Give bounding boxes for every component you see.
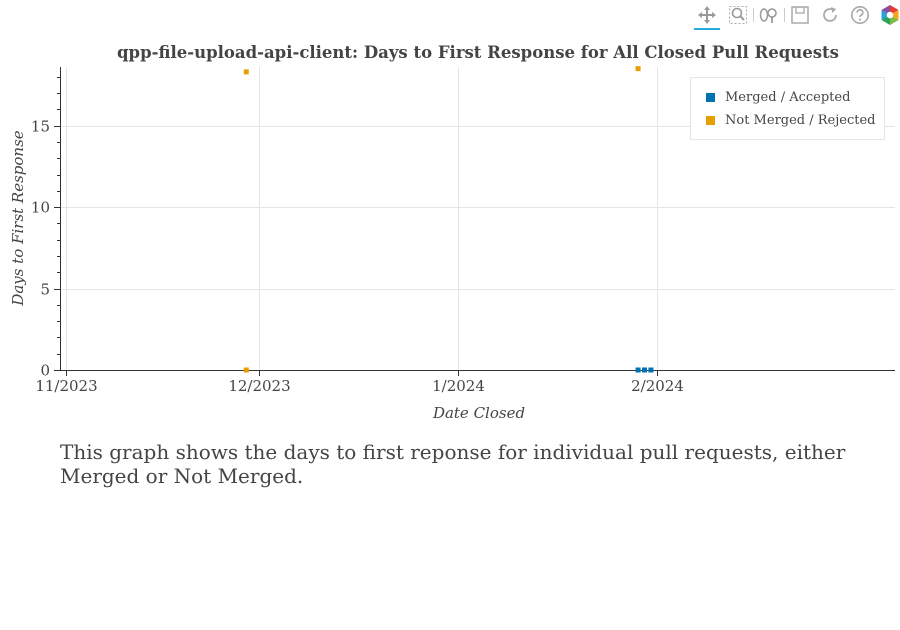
data-points [243, 66, 654, 373]
wheel-zoom-icon [759, 8, 777, 23]
x-axis-label: Date Closed [432, 404, 525, 422]
legend-label-not-merged: Not Merged / Rejected [725, 112, 876, 128]
save-icon [791, 6, 809, 24]
box-zoom-tool-button[interactable] [725, 2, 751, 28]
merged-point [635, 367, 641, 373]
x-tick-label: 11/2023 [35, 377, 97, 395]
y-axis-label: Days to First Response [9, 130, 27, 306]
pan-tool-button[interactable] [694, 2, 720, 30]
legend-item-not-merged[interactable]: Not Merged / Rejected [706, 111, 875, 129]
x-tick-label: 2/2024 [631, 377, 684, 395]
chart-title: qpp-file-upload-api-client: Days to Firs… [117, 43, 839, 62]
y-tick-label: 5 [40, 281, 50, 299]
chart-toolbar [690, 0, 900, 32]
not-merged-point [635, 66, 641, 72]
bokeh-logo-link[interactable] [877, 2, 900, 28]
scatter-chart: 11/2023 12/2023 1/2024 2/2024 0 5 10 15 Date Cl… [9, 66, 895, 422]
legend-item-merged[interactable]: Merged / Accepted [706, 88, 850, 106]
x-tick-label: 1/2024 [432, 377, 485, 395]
x-tick-label: 12/2023 [228, 377, 290, 395]
tick-labels: 11/2023 12/2023 1/2024 2/2024 0 5 10 15 [31, 118, 684, 396]
chart-description: This graph shows the days to first repon… [60, 440, 846, 488]
merged-point [642, 367, 647, 373]
toolbar-separator [753, 8, 754, 22]
wheel-zoom-tool-button[interactable] [756, 2, 782, 28]
reset-tool-button[interactable] [817, 2, 843, 28]
chart-legend: Merged / Accepted Not Merged / Rejected [690, 77, 885, 140]
save-tool-button[interactable] [787, 2, 813, 28]
toolbar-separator [784, 8, 785, 22]
merged-point [648, 367, 654, 373]
pan-icon [698, 6, 716, 24]
help-icon [851, 6, 869, 24]
not-merged-point [243, 367, 249, 373]
reset-icon [823, 7, 837, 22]
y-tick-label: 0 [40, 362, 50, 380]
legend-label-merged: Merged / Accepted [725, 89, 851, 105]
axes [54, 67, 895, 376]
not-merged-point [243, 69, 249, 75]
y-tick-label: 10 [31, 199, 50, 217]
legend-swatch-merged [706, 92, 715, 102]
y-tick-label: 15 [31, 118, 50, 136]
legend-swatch-not-merged [706, 115, 715, 125]
help-tool-button[interactable] [847, 2, 873, 28]
box-zoom-icon [729, 6, 747, 24]
bokeh-logo-icon [881, 5, 899, 25]
